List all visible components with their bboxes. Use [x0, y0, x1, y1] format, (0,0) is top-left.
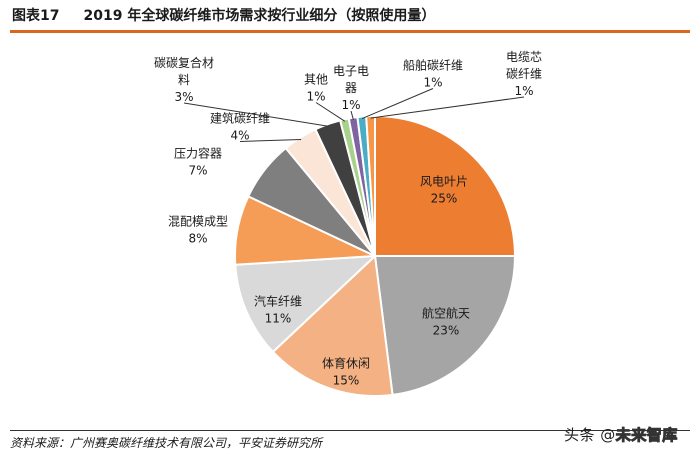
- leader-line: [370, 96, 525, 119]
- pie-slices: [234, 114, 517, 397]
- leader-line: [239, 139, 302, 142]
- leader-line: [183, 102, 329, 127]
- slice-label: 航空航天 23%: [422, 306, 470, 338]
- leader-lines: [183, 88, 525, 142]
- slice-label: 风电叶片 25%: [420, 175, 468, 206]
- slice-label: 压力容器 7%: [174, 146, 222, 178]
- slice-labels: 风电叶片 25% 航空航天 23% 体育休闲 15% 汽车纤维 11% 混配模成型 8% 压力容器 7…: [154, 50, 542, 388]
- slice-label: 建筑碳纤维 4%: [210, 111, 270, 143]
- pie-slice: [234, 254, 378, 354]
- slice-label: 体育休闲 15%: [322, 356, 370, 388]
- watermark-brand: 未来智库: [615, 426, 678, 445]
- pie-slice: [373, 255, 517, 397]
- chart-title: 2019 年全球碳纤维市场需求按行业细分（按照使用量）: [83, 8, 436, 24]
- figure-number: 图表17: [12, 8, 60, 24]
- leader-line: [350, 110, 354, 120]
- footer-rule: [10, 430, 690, 431]
- slice-label: 汽车纤维 11%: [254, 294, 302, 326]
- slice-label: 船舶碳纤维 1%: [403, 58, 463, 90]
- slice-label: 其他 1%: [304, 73, 328, 104]
- watermark-prefix: 头条 @: [564, 426, 616, 444]
- watermark: 头条 @未来智库: [564, 418, 678, 452]
- pie-slice: [374, 114, 517, 257]
- pie-slice: [271, 253, 394, 397]
- leader-line: [315, 102, 346, 122]
- leader-line: [361, 88, 434, 120]
- slice-label: 电子电器 1%: [333, 64, 369, 112]
- source-note: 资料来源：广州赛奥碳纤维技术有限公司，平安证券研究所: [10, 436, 323, 450]
- figure-header: 图表17 2019 年全球碳纤维市场需求按行业细分（按照使用量）: [10, 2, 690, 28]
- header-rule: [10, 30, 690, 33]
- pie-chart: 风电叶片 25% 航空航天 23% 体育休闲 15% 汽车纤维 11% 混配模成型 8% 压力容器 7…: [154, 50, 542, 397]
- slice-label: 碳碳复合材料 3%: [154, 55, 214, 104]
- slice-label: 混配模成型 8%: [168, 215, 228, 246]
- slice-label: 电缆芯碳纤维 1%: [506, 50, 542, 98]
